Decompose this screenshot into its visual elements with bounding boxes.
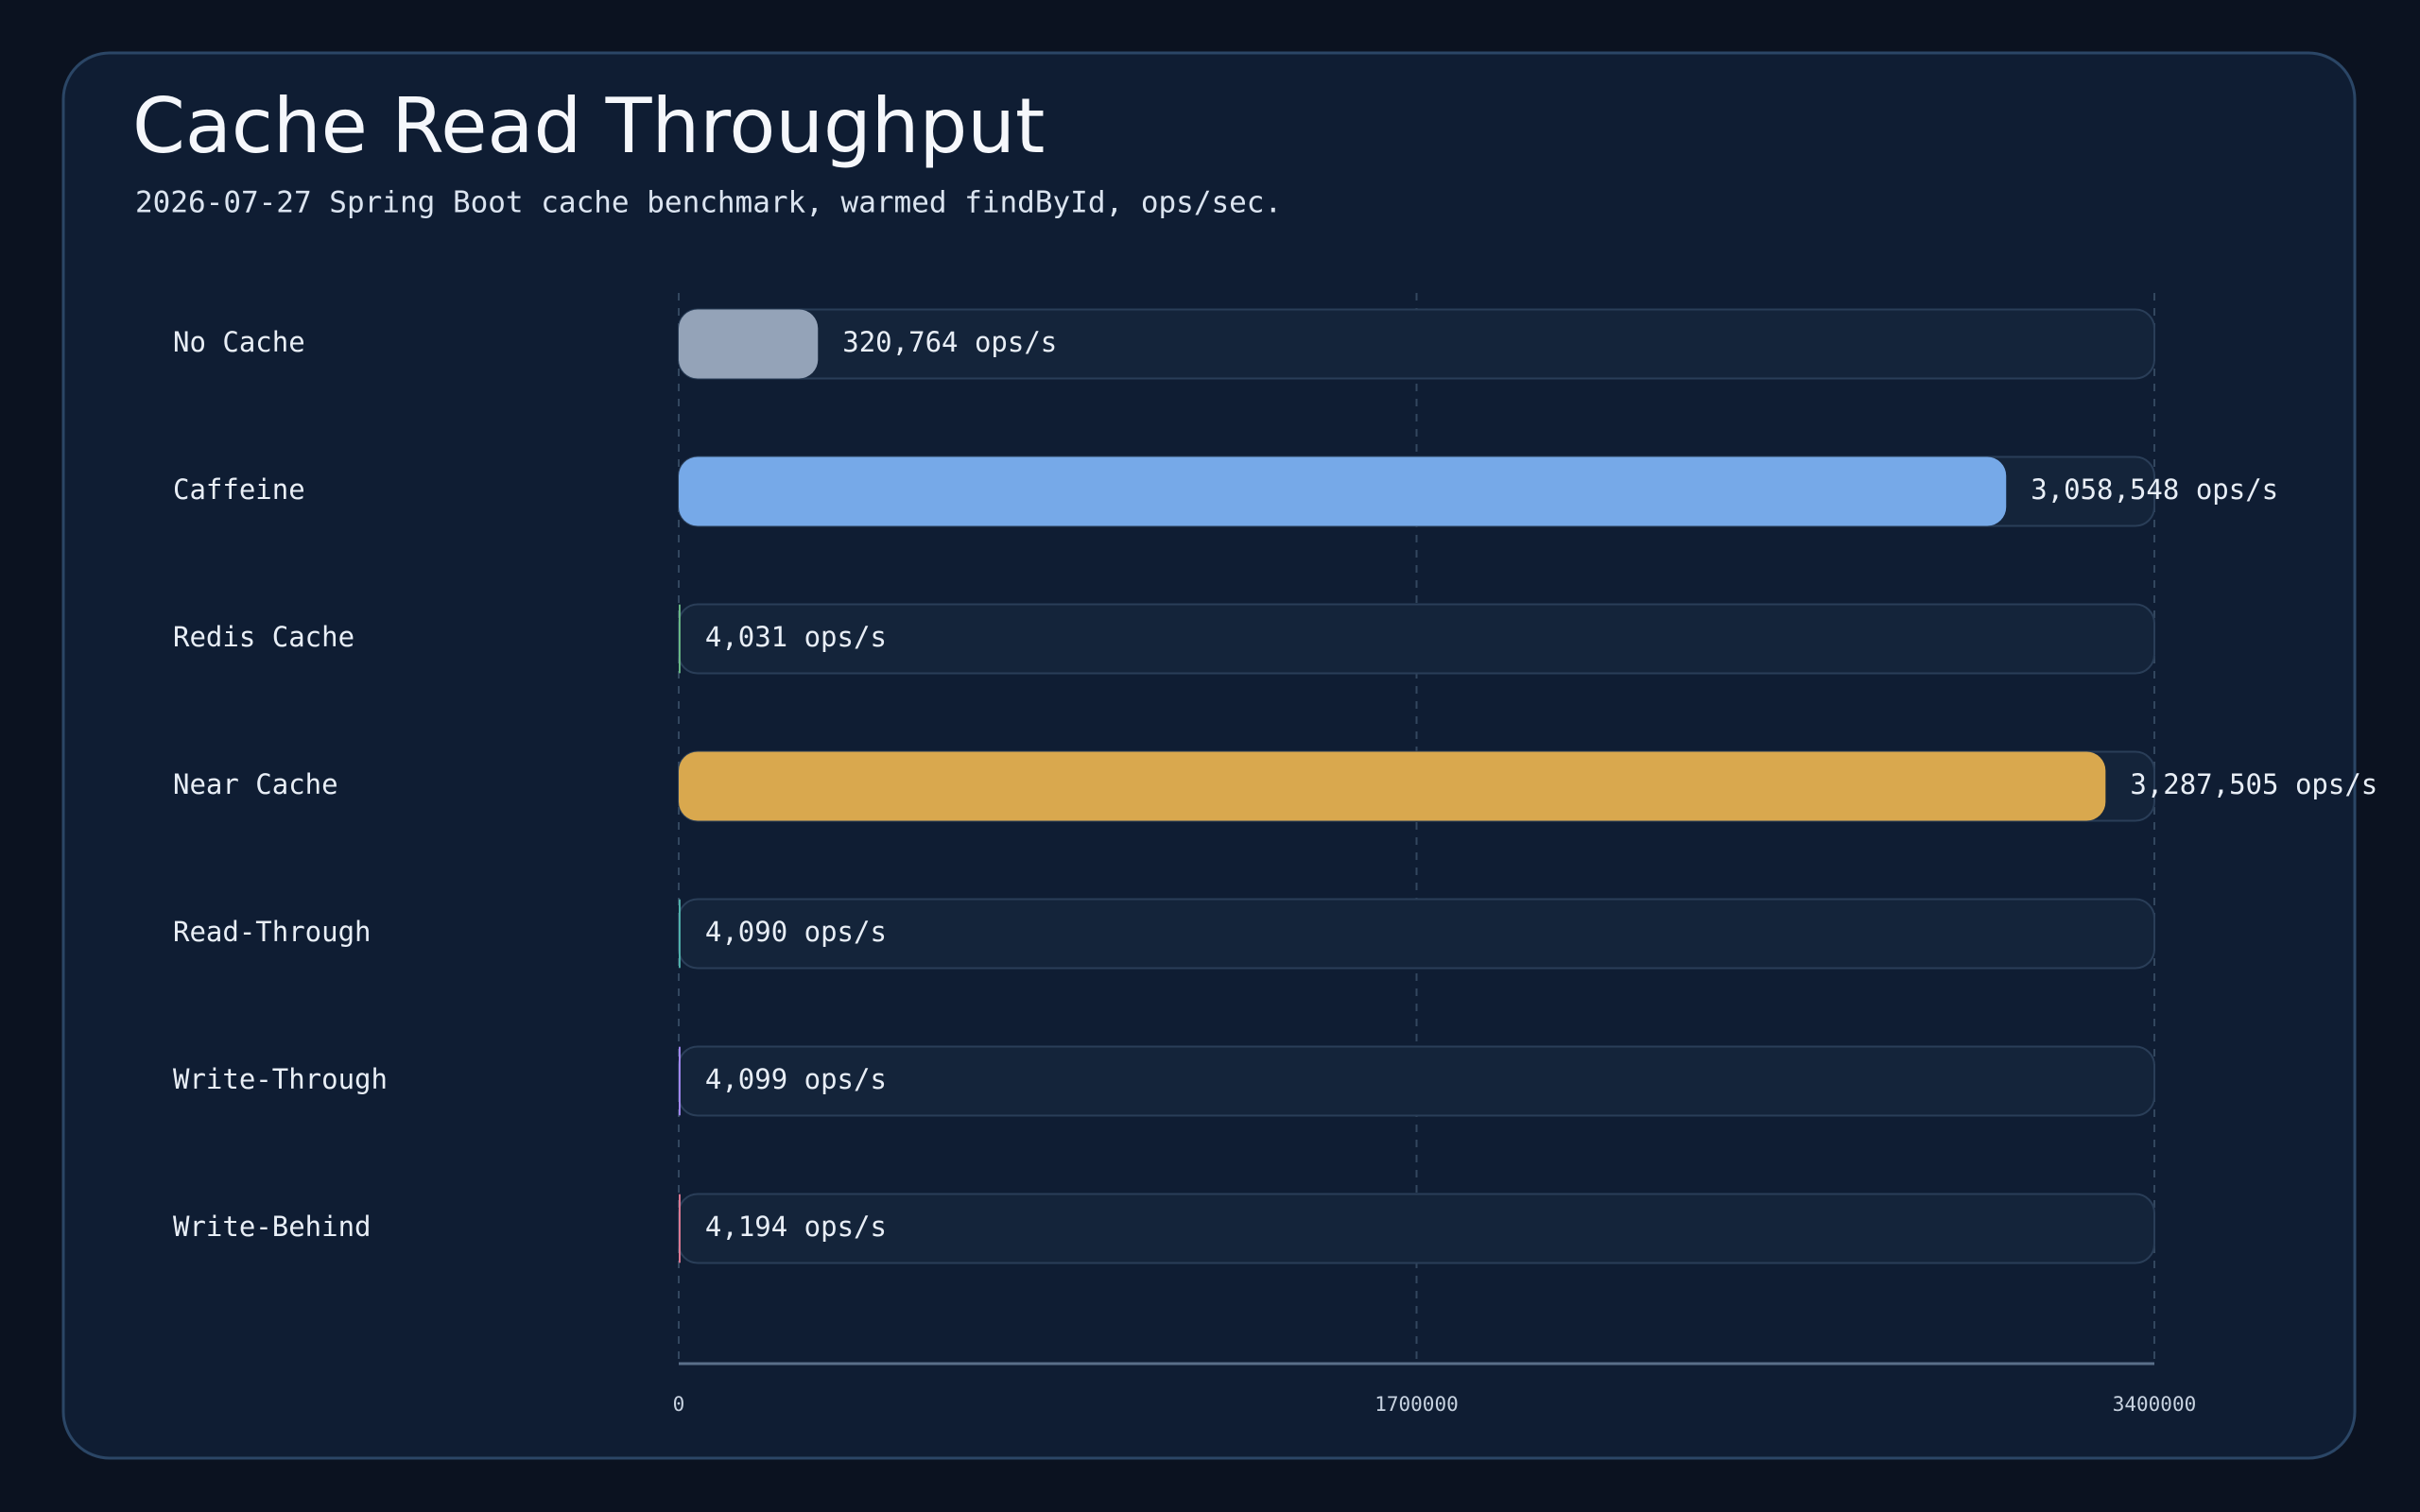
bar bbox=[679, 899, 681, 969]
bar-track bbox=[678, 1045, 2155, 1117]
category-label: Caffeine bbox=[173, 473, 305, 506]
value-label: 4,031 ops/s bbox=[705, 621, 887, 653]
value-label: 3,287,505 ops/s bbox=[2130, 768, 2377, 800]
x-tick-label: 0 bbox=[673, 1393, 685, 1416]
bar bbox=[679, 1194, 681, 1263]
bar bbox=[679, 1046, 681, 1116]
bar-track bbox=[678, 603, 2155, 675]
bar-track bbox=[678, 1193, 2155, 1264]
bar bbox=[679, 604, 681, 674]
category-label: No Cache bbox=[173, 326, 305, 358]
value-label: 4,194 ops/s bbox=[705, 1211, 887, 1243]
bar bbox=[679, 751, 2106, 821]
x-tick-label: 3400000 bbox=[2113, 1393, 2197, 1416]
value-label: 320,764 ops/s bbox=[842, 326, 1057, 358]
category-label: Read-Through bbox=[173, 916, 372, 948]
category-label: Near Cache bbox=[173, 768, 338, 800]
value-label: 4,099 ops/s bbox=[705, 1063, 887, 1095]
chart-subtitle: 2026-07-27 Spring Boot cache benchmark, … bbox=[135, 186, 1282, 220]
category-label: Write-Through bbox=[173, 1063, 388, 1095]
bar bbox=[679, 309, 819, 379]
bar bbox=[679, 456, 2007, 526]
chart-title: Cache Read Throughput bbox=[132, 82, 1045, 170]
x-tick-label: 1700000 bbox=[1374, 1393, 1459, 1416]
bar-track bbox=[678, 898, 2155, 970]
category-label: Write-Behind bbox=[173, 1211, 372, 1243]
category-label: Redis Cache bbox=[173, 621, 354, 653]
value-label: 4,090 ops/s bbox=[705, 916, 887, 948]
value-label: 3,058,548 ops/s bbox=[2031, 473, 2278, 506]
